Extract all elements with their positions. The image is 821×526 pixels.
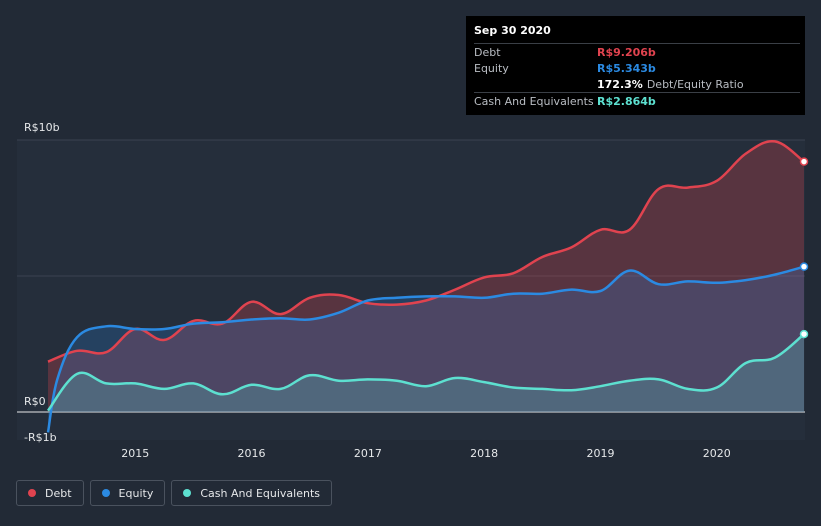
x-tick-label: 2017 [354, 447, 382, 460]
cash-dot-icon [183, 489, 192, 497]
debt-end-marker [799, 157, 809, 166]
gridlines [17, 139, 805, 413]
legend-item-equity[interactable]: Equity [89, 480, 166, 506]
x-tick-label: 2019 [586, 447, 614, 460]
tooltip-value: R$2.864b [597, 94, 656, 108]
series-lines [46, 139, 805, 433]
tooltip-label: Equity [474, 61, 509, 75]
tooltip-label: Cash And Equivalents [474, 94, 594, 108]
tooltip-row-debt: Debt R$9.206b [474, 43, 800, 60]
legend-label: Cash And Equivalents [200, 486, 320, 500]
cash-and-equivalents-area [48, 334, 804, 412]
series-end-markers [799, 157, 809, 339]
x-tick-label: 2015 [121, 447, 149, 460]
equity-dot-icon [101, 489, 110, 497]
equity-end-marker [799, 262, 809, 271]
cash-and-equivalents-end-marker [799, 329, 809, 339]
legend: Debt Equity Cash And Equivalents [16, 480, 332, 506]
legend-label: Debt [45, 486, 72, 500]
x-tick-label: 2018 [470, 447, 498, 460]
tooltip-label: Debt [474, 45, 501, 59]
legend-item-cash[interactable]: Cash And Equivalents [171, 480, 332, 506]
y-tick-label: -R$1b [24, 431, 57, 444]
x-axis-labels: 2015 2016 2017 2018 2019 2020 [121, 447, 731, 460]
y-tick-label: R$0 [24, 395, 46, 408]
y-axis-labels: R$10b R$0 -R$1b [24, 121, 60, 444]
plot-area [17, 140, 805, 440]
debt-line [47, 139, 805, 363]
y-tick-label: R$10b [24, 121, 60, 134]
data-tooltip: Sep 30 2020 Debt R$9.206b Equity R$5.343… [466, 16, 805, 115]
tooltip-ratio-label: Debt/Equity Ratio [646, 77, 744, 91]
x-tick-label: 2016 [238, 447, 266, 460]
x-tick-label: 2020 [703, 447, 731, 460]
tooltip-value: R$5.343b [597, 61, 656, 75]
cash-and-equivalents-line [46, 333, 805, 412]
legend-item-debt[interactable]: Debt [16, 480, 84, 506]
tooltip-date: Sep 30 2020 [474, 24, 551, 37]
legend-label: Equity [118, 486, 154, 500]
debt-dot-icon [28, 489, 36, 497]
debt-area [48, 141, 804, 413]
tooltip-value: R$9.206b [597, 45, 656, 59]
debt-equity-chart: R$10b R$0 -R$1b 2015 2016 2017 2018 2019 2020 [17, 121, 809, 460]
tooltip-row-ratio: 172.3% Debt/Equity Ratio [474, 76, 800, 92]
equity-line [46, 265, 805, 433]
tooltip-row-cash: Cash And Equivalents R$2.864b [474, 92, 800, 109]
tooltip-row-equity: Equity R$5.343b [474, 60, 800, 76]
tooltip-value: 172.3% [597, 77, 643, 91]
